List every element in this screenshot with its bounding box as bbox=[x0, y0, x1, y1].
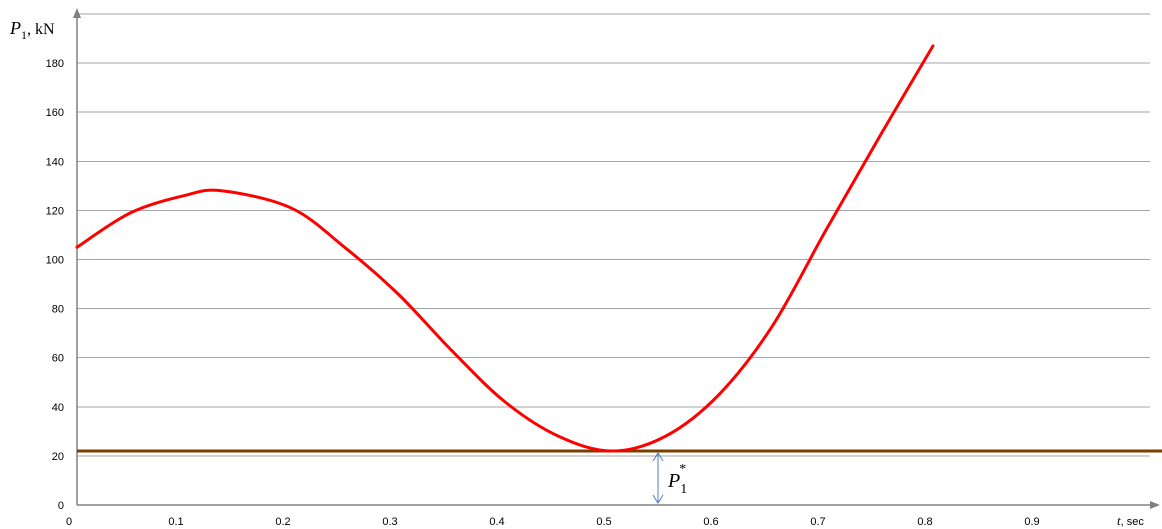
y-tick-label: 80 bbox=[52, 304, 64, 316]
annotation-arrowhead-up-icon bbox=[652, 452, 664, 462]
y-tick-label: 140 bbox=[46, 156, 64, 168]
x-tick-label: 0.9 bbox=[1024, 516, 1039, 528]
x-tick-label: 0.7 bbox=[810, 516, 825, 528]
axes bbox=[73, 8, 1160, 509]
x-tick-label: 0.1 bbox=[168, 516, 183, 528]
y-tick-label: 120 bbox=[46, 205, 64, 217]
x-tick-label: 0.5 bbox=[596, 516, 611, 528]
gridlines bbox=[77, 13, 1150, 457]
x-axis-arrow-icon bbox=[1150, 501, 1160, 509]
y-tick-label: 60 bbox=[52, 353, 64, 365]
x-tick-label: 0.6 bbox=[703, 516, 718, 528]
series-line bbox=[75, 44, 935, 453]
x-axis-label: t, sec bbox=[1117, 513, 1144, 528]
x-tick-label: 0.4 bbox=[489, 516, 504, 528]
annotation-label: P1* bbox=[667, 462, 687, 497]
y-tick-label: 40 bbox=[52, 402, 64, 414]
y-tick-label: 100 bbox=[46, 255, 64, 267]
y-tick-label: 180 bbox=[46, 58, 64, 70]
x-tick-labels: 0 0.1 0.2 0.3 0.4 0.5 0.6 0.7 0.8 0.9 bbox=[66, 516, 1040, 528]
annotation-arrowhead-down-icon bbox=[652, 494, 664, 504]
y-axis-arrow-icon bbox=[73, 8, 81, 18]
annotation-layer: P1* bbox=[652, 452, 687, 504]
x-tick-label: 0.2 bbox=[275, 516, 290, 528]
x-tick-label: 0.8 bbox=[917, 516, 932, 528]
y-tick-labels: 0 20 40 60 80 100 120 140 160 180 bbox=[46, 58, 64, 512]
y-axis-label: P1, kN bbox=[9, 18, 55, 42]
y-tick-label: 0 bbox=[58, 500, 64, 512]
y-tick-label: 20 bbox=[52, 451, 64, 463]
series-layer bbox=[75, 44, 935, 453]
x-tick-label: 0 bbox=[66, 516, 72, 528]
y-tick-label: 160 bbox=[46, 107, 64, 119]
x-tick-label: 0.3 bbox=[382, 516, 397, 528]
